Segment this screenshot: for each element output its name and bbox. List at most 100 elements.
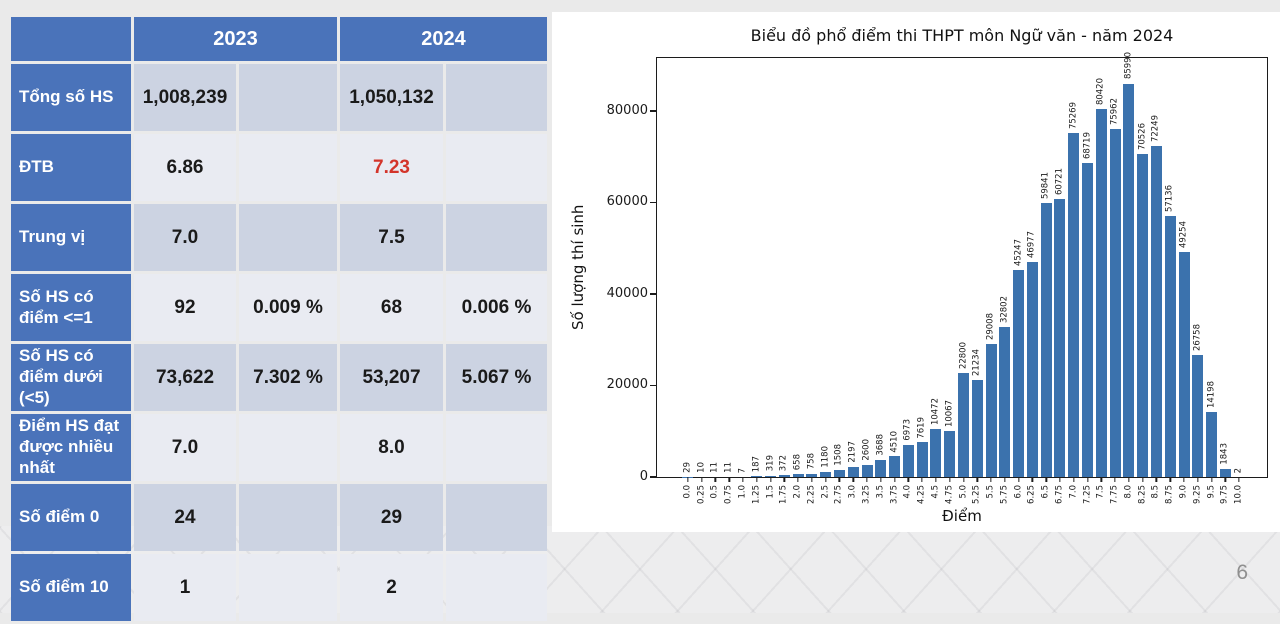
x-tick-mark: [880, 477, 881, 482]
x-tick-mark: [1197, 477, 1198, 482]
x-axis-label: Điểm: [656, 507, 1268, 525]
x-tick-mark: [908, 477, 909, 482]
table-row-total-students: Tổng số HS 1,008,239 1,050,132: [11, 64, 547, 131]
bar-value-label: 72249: [1152, 115, 1161, 142]
x-tick-mark: [1032, 477, 1033, 482]
table-corner-cell: [11, 17, 131, 61]
x-tick-label: 4.5: [931, 485, 940, 499]
bar: [1220, 469, 1231, 477]
x-tick-label: 9.0: [1180, 485, 1189, 499]
x-tick-label: 0.5: [711, 485, 720, 499]
x-tick-label: 8.0: [1124, 485, 1133, 499]
x-tick-label: 2.0: [794, 485, 803, 499]
y-tick-mark: [650, 476, 656, 477]
bar: [1082, 163, 1093, 477]
y-tick-mark: [650, 385, 656, 386]
bar: [1206, 412, 1217, 477]
value-2023: 7.0: [134, 204, 236, 271]
value-2023: 24: [134, 484, 236, 551]
bar-value-label: 45247: [1014, 239, 1023, 266]
y-tick-label: 0: [640, 469, 648, 485]
bar-value-label: 6973: [904, 419, 913, 441]
bar-value-label: 4510: [890, 431, 899, 453]
x-tick-mark: [715, 477, 716, 482]
bar: [1110, 129, 1121, 477]
x-tick-label: 8.25: [1138, 485, 1147, 504]
table-row-count-score-10: Số điểm 10 1 2: [11, 554, 547, 621]
x-tick-mark: [1211, 477, 1212, 482]
x-tick-mark: [811, 477, 812, 482]
bar-value-label: 59841: [1042, 172, 1051, 199]
bar: [1027, 262, 1038, 477]
y-tick-mark: [650, 202, 656, 203]
x-tick-label: 0.25: [697, 485, 706, 504]
percent-2024: [446, 554, 547, 621]
x-tick-mark: [729, 477, 730, 482]
x-tick-label: 9.75: [1221, 485, 1230, 504]
x-tick-mark: [977, 477, 978, 482]
bar: [862, 465, 873, 477]
bar: [1096, 109, 1107, 477]
stats-table: 2023 2024 Tổng số HS 1,008,239 1,050,132…: [8, 14, 550, 624]
bar: [1151, 146, 1162, 477]
x-tick-label: 5.75: [1000, 485, 1009, 504]
bar-value-label: 46977: [1028, 231, 1037, 258]
bar-value-label: 22800: [959, 342, 968, 369]
row-label: Điểm HS đạt được nhiều nhất: [11, 414, 131, 481]
x-tick-label: 1.5: [766, 485, 775, 499]
percent-2023: [239, 484, 337, 551]
row-label: Số HS có điểm dưới (<5): [11, 344, 131, 411]
bar-value-label: 11: [725, 462, 734, 473]
x-tick-label: 8.75: [1166, 485, 1175, 504]
x-tick-mark: [1156, 477, 1157, 482]
row-label: Số điểm 0: [11, 484, 131, 551]
x-tick-label: 2.75: [835, 485, 844, 504]
row-label: ĐTB: [11, 134, 131, 201]
bar: [972, 380, 983, 477]
percent-2024: [446, 64, 547, 131]
bar-value-label: 85990: [1124, 52, 1133, 79]
value-2024: 29: [340, 484, 443, 551]
bar-value-label: 75269: [1069, 102, 1078, 129]
bar: [1068, 133, 1079, 477]
x-tick-label: 7.25: [1083, 485, 1092, 504]
percent-2023: [239, 134, 337, 201]
value-2024: 68: [340, 274, 443, 341]
x-tick-label: 7.75: [1111, 485, 1120, 504]
y-tick-label: 60000: [607, 194, 648, 210]
bar-value-label: 14198: [1207, 381, 1216, 408]
table-row-score-below-1: Số HS có điểm <=1 92 0.009 % 68 0.006 %: [11, 274, 547, 341]
x-tick-mark: [1225, 477, 1226, 482]
x-tick-label: 4.0: [904, 485, 913, 499]
x-tick-mark: [1114, 477, 1115, 482]
bar: [1165, 216, 1176, 477]
bar-value-label: 2600: [863, 439, 872, 461]
row-label: Trung vị: [11, 204, 131, 271]
x-tick-mark: [1128, 477, 1129, 482]
x-tick-label: 3.25: [863, 485, 872, 504]
value-2023: 73,622: [134, 344, 236, 411]
bar-value-label: 2197: [849, 441, 858, 463]
chart-title: Biểu đồ phổ điểm thi THPT môn Ngữ văn - …: [656, 26, 1268, 45]
bar: [889, 456, 900, 477]
x-tick-label: 6.75: [1055, 485, 1064, 504]
x-tick-label: 0.75: [725, 485, 734, 504]
x-tick-mark: [853, 477, 854, 482]
